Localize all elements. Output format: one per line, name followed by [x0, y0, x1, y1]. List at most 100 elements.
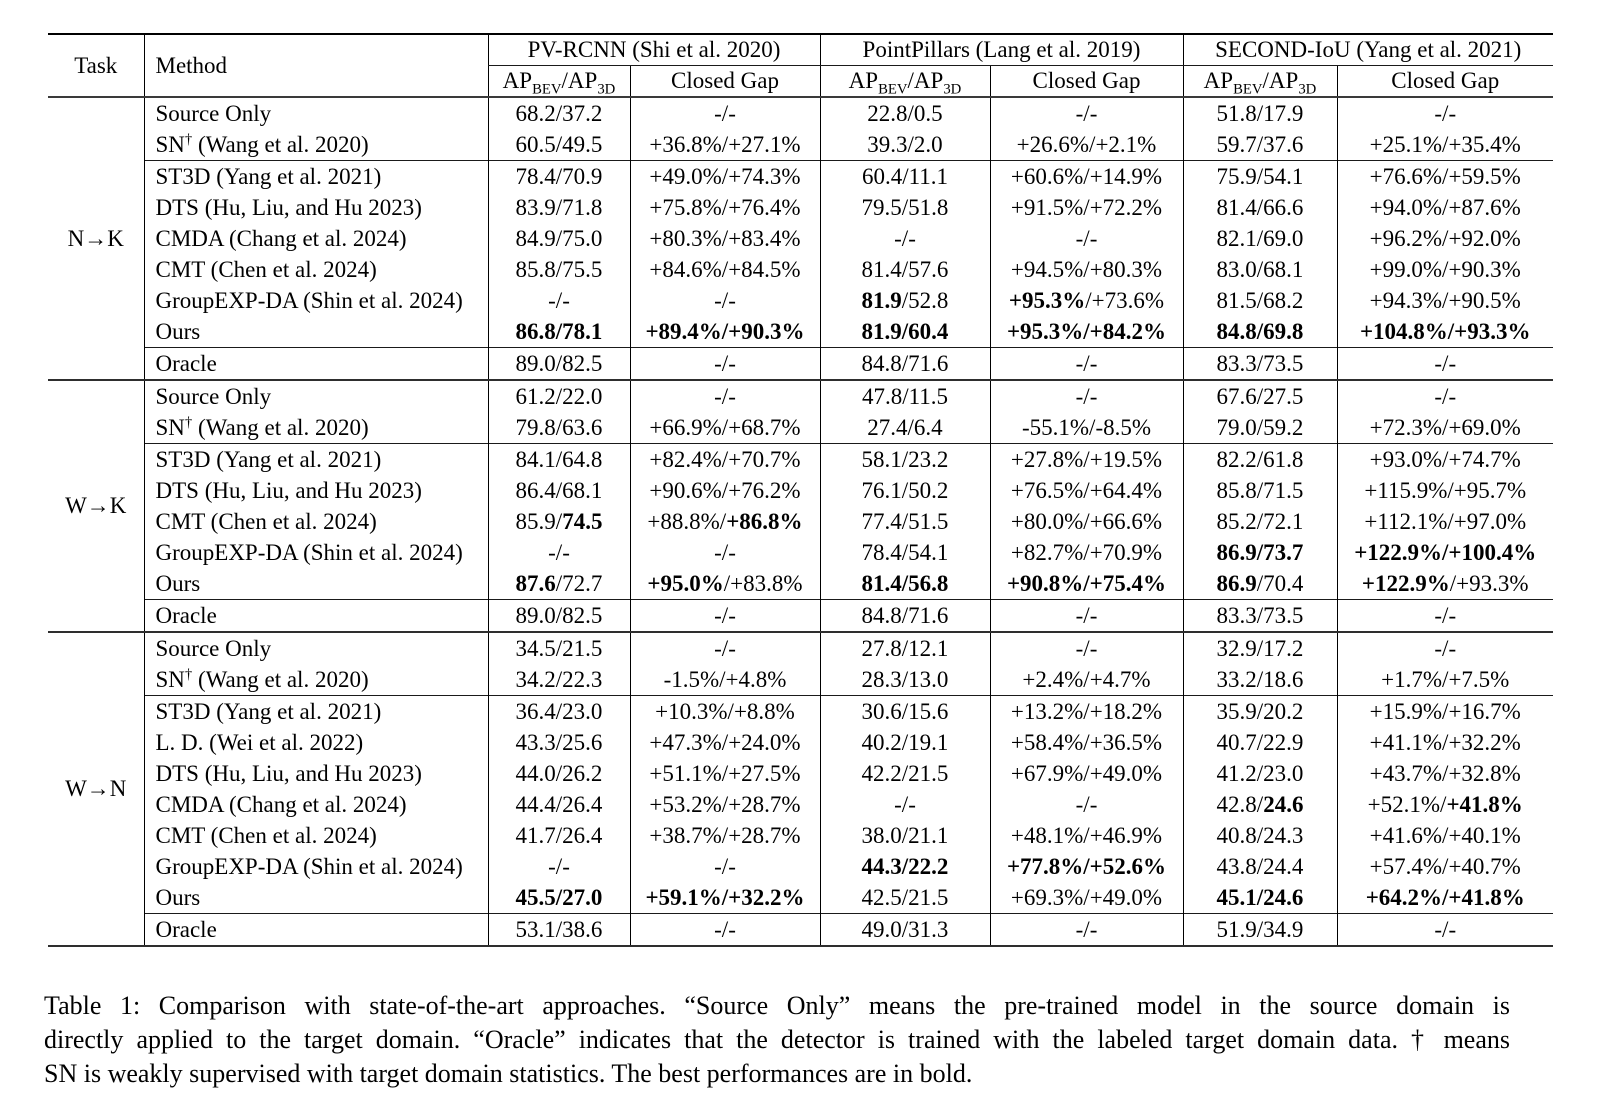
method-cell: Oracle: [143, 599, 488, 633]
ap-cell: 82.2/61.8: [1182, 443, 1337, 475]
ap-cell: 59.7/37.6: [1182, 129, 1337, 161]
col-header-ap-secondiou: APBEV/AP3D: [1182, 65, 1337, 98]
ap-cell: 60.5/49.5: [487, 129, 630, 161]
ap-cell: 85.8/75.5: [487, 254, 630, 285]
ap-cell: 84.9/75.0: [487, 223, 630, 254]
ap-cell: 87.6/72.7: [487, 568, 630, 600]
closed-gap-cell: +67.9%/+49.0%: [989, 758, 1183, 789]
closed-gap-cell: +112.1%/+97.0%: [1336, 506, 1553, 537]
ap-cell: 51.9/34.9: [1182, 913, 1337, 947]
method-cell: Ours: [143, 568, 488, 600]
method-cell: SN† (Wang et al. 2020): [143, 129, 488, 161]
col-header-gap-pointpillars: Closed Gap: [989, 65, 1183, 98]
ap-cell: -/-: [819, 223, 990, 254]
ap-cell: 81.4/57.6: [819, 254, 990, 285]
ap-cell: 81.9/60.4: [819, 316, 990, 348]
method-cell: CMDA (Chang et al. 2024): [143, 223, 488, 254]
col-header-gap-pvrcnn: Closed Gap: [629, 65, 820, 98]
closed-gap-cell: +15.9%/+16.7%: [1336, 695, 1553, 727]
ap-cell: 81.9/52.8: [819, 285, 990, 316]
caption-line: directly applied to the target domain. “…: [44, 1025, 1510, 1054]
closed-gap-cell: +72.3%/+69.0%: [1336, 412, 1553, 444]
table-row: DTS (Hu, Liu, and Hu 2023) 44.0/26.2 +51.1…: [48, 758, 1553, 789]
table-row: CMT (Chen et al. 2024) 41.7/26.4 +38.7%/+2…: [48, 820, 1553, 851]
closed-gap-cell: +51.1%/+27.5%: [629, 758, 820, 789]
ap-cell: 40.7/22.9: [1182, 727, 1337, 758]
ap-cell: 58.1/23.2: [819, 443, 990, 475]
table-row: GroupEXP-DA (Shin et al. 2024) -/- -/- 78.4…: [48, 537, 1553, 568]
ap-cell: 38.0/21.1: [819, 820, 990, 851]
closed-gap-cell: -/-: [1336, 913, 1553, 947]
ap-cell: 32.9/17.2: [1182, 632, 1337, 664]
table-row: SN† (Wang et al. 2020) 60.5/49.5 +36.8%/+2…: [48, 129, 1553, 161]
closed-gap-cell: +25.1%/+35.4%: [1336, 129, 1553, 161]
ap-cell: 78.4/54.1: [819, 537, 990, 568]
closed-gap-cell: +60.6%/+14.9%: [989, 160, 1183, 192]
table-row: CMDA (Chang et al. 2024) 44.4/26.4 +53.2%/…: [48, 789, 1553, 820]
method-cell: Oracle: [143, 347, 488, 381]
ap-cell: 35.9/20.2: [1182, 695, 1337, 727]
ap-cell: 83.9/71.8: [487, 192, 630, 223]
table-row: Ours 87.6/72.7 +95.0%/+83.8% 81.4/56.8 +90.8…: [48, 568, 1553, 600]
closed-gap-cell: +93.0%/+74.7%: [1336, 443, 1553, 475]
ap-cell: 43.8/24.4: [1182, 851, 1337, 882]
col-header-method: Method: [143, 33, 488, 98]
closed-gap-cell: +41.1%/+32.2%: [1336, 727, 1553, 758]
table-row: N→K Source Only 68.2/37.2 -/- 22.8/0.5 -/- 51.…: [48, 97, 1553, 381]
closed-gap-cell: -/-: [629, 632, 820, 664]
ap-cell: 44.4/26.4: [487, 789, 630, 820]
ap-cell: 22.8/0.5: [819, 97, 990, 129]
ap-cell: 84.8/69.8: [1182, 316, 1337, 348]
closed-gap-cell: +82.7%/+70.9%: [989, 537, 1183, 568]
table-row: ST3D (Yang et al. 2021) 36.4/23.0 +10.3%/+…: [48, 695, 1553, 727]
table-row: Oracle 89.0/82.5 -/- 84.8/71.6 -/- 83.3/73.5-…: [48, 347, 1553, 381]
closed-gap-cell: -/-: [1336, 380, 1553, 412]
closed-gap-cell: -55.1%/-8.5%: [989, 412, 1183, 444]
ap-cell: 86.9/73.7: [1182, 537, 1337, 568]
closed-gap-cell: +96.2%/+92.0%: [1336, 223, 1553, 254]
table-row: CMT (Chen et al. 2024) 85.9/74.5 +88.8%/+8…: [48, 506, 1553, 537]
ap-cell: 44.0/26.2: [487, 758, 630, 789]
closed-gap-cell: +1.7%/+7.5%: [1336, 664, 1553, 696]
closed-gap-cell: +13.2%/+18.2%: [989, 695, 1183, 727]
closed-gap-cell: -/-: [989, 223, 1183, 254]
method-cell: DTS (Hu, Liu, and Hu 2023): [143, 758, 488, 789]
ap-cell: 85.8/71.5: [1182, 475, 1337, 506]
closed-gap-cell: +76.5%/+64.4%: [989, 475, 1183, 506]
table-header: Task Method PV-RCNN (Shi et al. 2020) Po…: [48, 33, 1553, 98]
closed-gap-cell: +90.6%/+76.2%: [629, 475, 820, 506]
ap-cell: 30.6/15.6: [819, 695, 990, 727]
closed-gap-cell: +99.0%/+90.3%: [1336, 254, 1553, 285]
method-cell: CMT (Chen et al. 2024): [143, 254, 488, 285]
table-row: GroupEXP-DA (Shin et al. 2024) -/- -/- 44.3…: [48, 851, 1553, 882]
closed-gap-cell: +47.3%/+24.0%: [629, 727, 820, 758]
closed-gap-cell: -/-: [989, 632, 1183, 664]
col-header-ap-pvrcnn: APBEV/AP3D: [487, 65, 630, 98]
table-row: Ours 45.5/27.0 +59.1%/+32.2% 42.5/21.5 +69.3…: [48, 882, 1553, 914]
closed-gap-cell: -/-: [629, 599, 820, 633]
closed-gap-cell: +52.1%/+41.8%: [1336, 789, 1553, 820]
table-row: Ours 86.8/78.1 +89.4%/+90.3% 81.9/60.4 +95.3…: [48, 316, 1553, 348]
closed-gap-cell: -/-: [1336, 347, 1553, 381]
method-cell: Oracle: [143, 913, 488, 947]
task-group-label: W→N: [48, 632, 144, 947]
closed-gap-cell: +27.8%/+19.5%: [989, 443, 1183, 475]
ap-cell: 89.0/82.5: [487, 347, 630, 381]
table-row: W→K Source Only 61.2/22.0 -/- 47.8/11.5 -/- 67…: [48, 380, 1553, 633]
method-cell: Source Only: [143, 632, 488, 664]
ap-cell: 33.2/18.6: [1182, 664, 1337, 696]
closed-gap-cell: -/-: [989, 599, 1183, 633]
ap-cell: 83.0/68.1: [1182, 254, 1337, 285]
col-header-task: Task: [48, 33, 144, 98]
method-cell: GroupEXP-DA (Shin et al. 2024): [143, 537, 488, 568]
ap-cell: 40.2/19.1: [819, 727, 990, 758]
method-cell: L. D. (Wei et al. 2022): [143, 727, 488, 758]
col-header-detector-pvrcnn: PV-RCNN (Shi et al. 2020): [487, 33, 820, 66]
closed-gap-cell: +94.5%/+80.3%: [989, 254, 1183, 285]
ap-cell: 36.4/23.0: [487, 695, 630, 727]
closed-gap-cell: +80.3%/+83.4%: [629, 223, 820, 254]
closed-gap-cell: +95.3%/+73.6%: [989, 285, 1183, 316]
col-header-detector-secondiou: SECOND-IoU (Yang et al. 2021): [1182, 33, 1553, 66]
closed-gap-cell: +26.6%/+2.1%: [989, 129, 1183, 161]
ap-cell: 53.1/38.6: [487, 913, 630, 947]
